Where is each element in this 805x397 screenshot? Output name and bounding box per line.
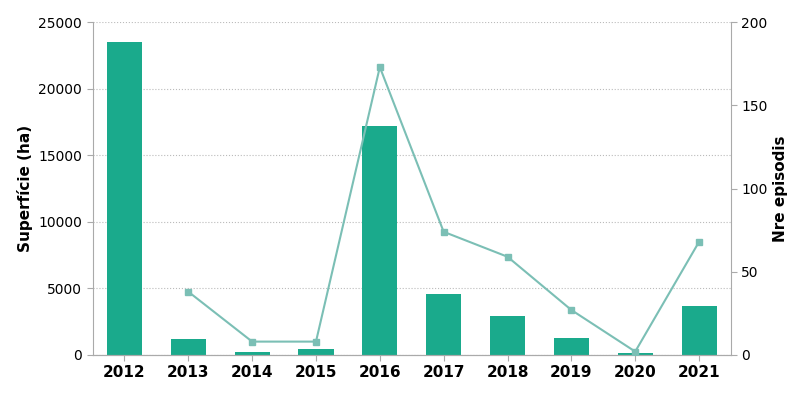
Bar [362, 126, 398, 355]
Bar [107, 42, 142, 355]
Bar [682, 306, 716, 355]
Bar [426, 294, 461, 355]
Bar [234, 352, 270, 355]
Y-axis label: Nre episodis: Nre episodis [774, 135, 788, 242]
Bar [554, 338, 589, 355]
Bar [171, 339, 206, 355]
Bar [299, 349, 333, 355]
Y-axis label: Superfície (ha): Superfície (ha) [17, 125, 33, 252]
Bar [490, 316, 525, 355]
Bar [617, 353, 653, 355]
